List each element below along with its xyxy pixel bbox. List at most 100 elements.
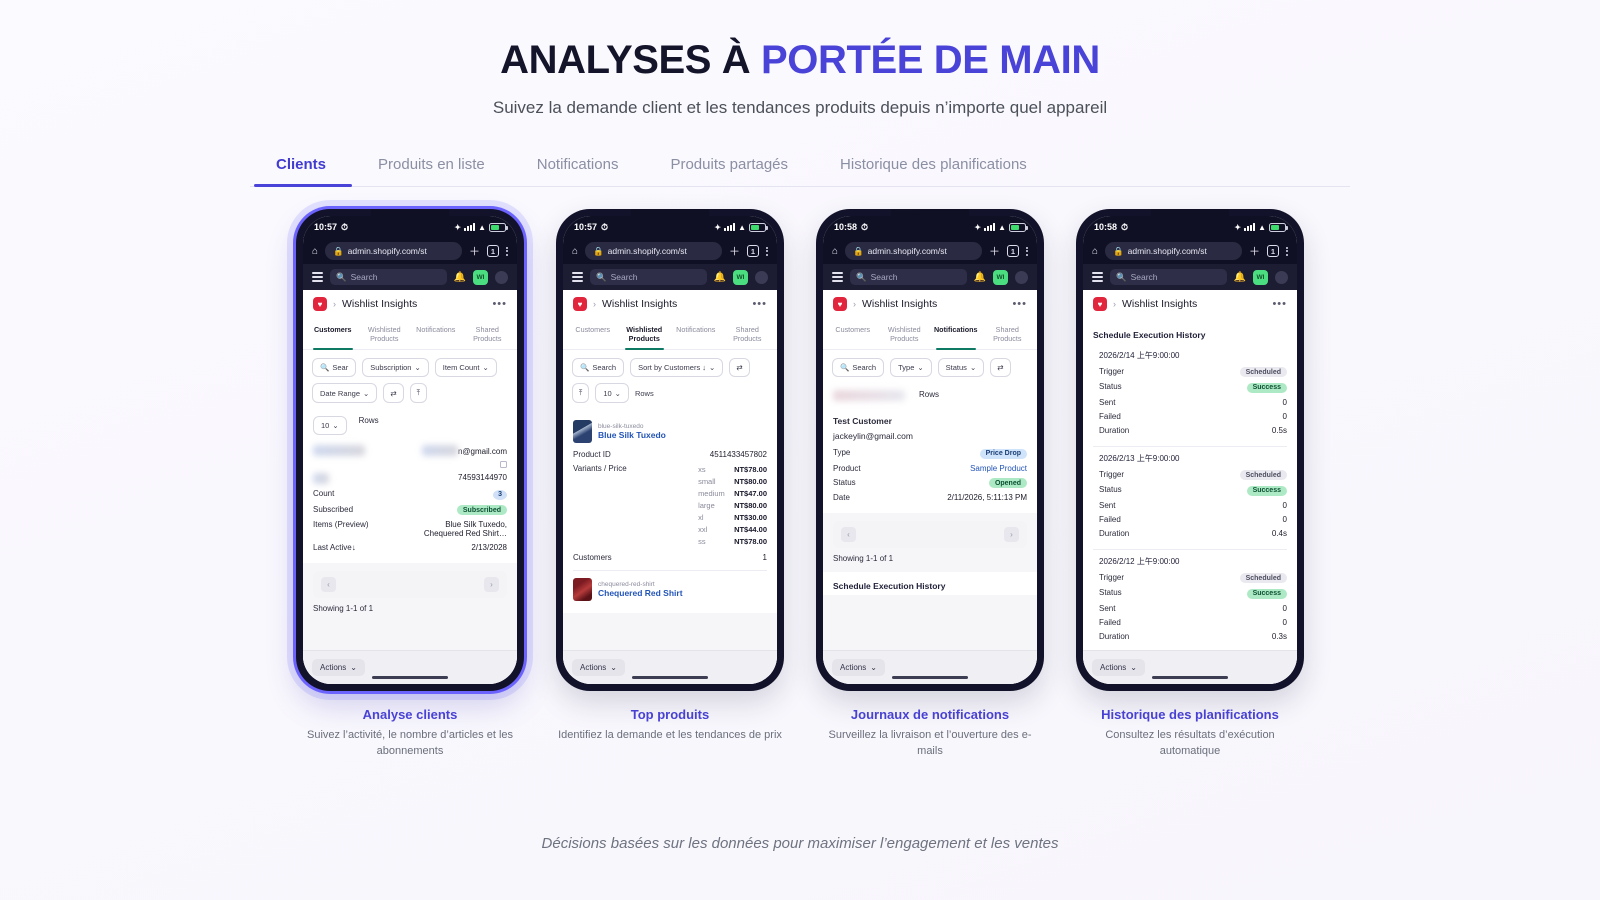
tab-notifications[interactable]: Notifications xyxy=(536,156,619,173)
item-count-filter[interactable]: Item Count ⌄ xyxy=(434,358,497,377)
export-button[interactable]: ⤒ xyxy=(409,383,427,403)
product-link[interactable]: Sample Product xyxy=(970,463,1027,473)
bell-icon[interactable]: 🔔 xyxy=(973,271,986,283)
tab-produits-en-liste[interactable]: Produits en liste xyxy=(378,156,485,173)
search-input[interactable]: 🔍 Search xyxy=(590,269,707,285)
new-tab-icon[interactable]: ＋ xyxy=(469,246,480,258)
secondary-avatar[interactable] xyxy=(495,270,508,284)
avatar[interactable]: WI xyxy=(993,269,1008,285)
inner-tab-notifications[interactable]: Notifications xyxy=(676,325,716,334)
browser-menu-icon[interactable] xyxy=(766,246,768,256)
phone-mockup-journaux-notifications[interactable]: 10:58 ⏱ ✦ ▲ ⌂ 🔒 admin.shopify.com/st xyxy=(816,209,1044,691)
search-input[interactable]: 🔍 Search xyxy=(850,269,967,285)
app-menu-icon[interactable]: ••• xyxy=(1012,298,1027,310)
tab-count-icon[interactable]: 1 xyxy=(1267,245,1279,257)
bell-icon[interactable]: 🔔 xyxy=(713,271,726,283)
new-tab-icon[interactable]: ＋ xyxy=(729,246,740,258)
product-header[interactable]: blue-silk-tuxedo Blue Silk Tuxedo xyxy=(573,413,767,447)
next-page-button[interactable]: › xyxy=(484,576,499,592)
inner-tab-customers[interactable]: Customers xyxy=(835,325,871,334)
product-header[interactable]: chequered-red-shirt Chequered Red Shirt xyxy=(573,571,767,605)
address-bar[interactable]: 🔒 admin.shopify.com/st xyxy=(1105,242,1242,260)
inner-tab-wishlisted-products[interactable]: Wishlisted Products xyxy=(618,318,670,350)
new-tab-icon[interactable]: ＋ xyxy=(989,246,1000,258)
actions-button[interactable]: Actions ⌄ xyxy=(1092,659,1145,676)
menu-icon[interactable] xyxy=(832,272,843,282)
bell-icon[interactable]: 🔔 xyxy=(453,271,466,283)
refresh-button[interactable]: ⇄ xyxy=(729,358,750,377)
checkbox-icon[interactable] xyxy=(500,461,507,468)
product-name-link[interactable]: Blue Silk Tuxedo xyxy=(598,430,666,440)
search-filter[interactable]: 🔍 Search xyxy=(832,358,885,377)
prev-page-button[interactable]: ‹ xyxy=(841,526,856,542)
phone-mockup-analyse-clients[interactable]: 10:57 ⏱ ✦ ▲ ⌂ 🔒 admin.shopify.com/st xyxy=(296,209,524,691)
browser-menu-icon[interactable] xyxy=(1286,246,1288,256)
sort-by-filter[interactable]: Sort by Customers ↓ ⌄ xyxy=(630,358,724,377)
tab-count-icon[interactable]: 1 xyxy=(747,245,759,257)
customer-select-row xyxy=(313,459,507,471)
address-bar[interactable]: 🔒 admin.shopify.com/st xyxy=(325,242,462,260)
home-icon[interactable]: ⌂ xyxy=(572,245,579,257)
next-page-button[interactable]: › xyxy=(1004,526,1019,542)
rows-per-page-selector[interactable]: 10 ⌄ xyxy=(313,415,347,435)
menu-icon[interactable] xyxy=(1092,272,1103,282)
refresh-button[interactable]: ⇄ xyxy=(383,383,404,403)
last-active-row: Last Active↓ 2/13/2028 xyxy=(313,541,507,555)
bell-icon[interactable]: 🔔 xyxy=(1233,271,1246,283)
phone-mockup-historique-planifications[interactable]: 10:58 ⏱ ✦ ▲ ⌂ 🔒 admin.shopify.com/st xyxy=(1076,209,1304,691)
type-filter[interactable]: Type ⌄ xyxy=(890,358,932,377)
home-icon[interactable]: ⌂ xyxy=(1092,245,1099,257)
avatar[interactable]: WI xyxy=(1253,269,1268,285)
phone-mockup-top-produits[interactable]: 10:57 ⏱ ✦ ▲ ⌂ 🔒 admin.shopify.com/st xyxy=(556,209,784,691)
page-title: ANALYSES À PORTÉE DE MAIN xyxy=(0,38,1600,82)
date-range-filter[interactable]: Date Range ⌄ xyxy=(312,383,378,403)
app-menu-icon[interactable]: ••• xyxy=(1272,298,1287,310)
browser-menu-icon[interactable] xyxy=(506,246,508,256)
actions-button[interactable]: Actions ⌄ xyxy=(312,659,365,676)
tab-historique-des-planifications[interactable]: Historique des planifications xyxy=(840,156,1027,173)
search-input[interactable]: 🔍 Search xyxy=(1110,269,1227,285)
address-bar[interactable]: 🔒 admin.shopify.com/st xyxy=(585,242,722,260)
avatar[interactable]: WI xyxy=(733,269,748,285)
avatar[interactable]: WI xyxy=(473,269,488,285)
secondary-avatar[interactable] xyxy=(1275,270,1288,284)
browser-menu-icon[interactable] xyxy=(1026,246,1028,256)
secondary-avatar[interactable] xyxy=(755,270,768,284)
inner-tab-wishlisted-products[interactable]: Wishlisted Products xyxy=(367,325,401,343)
search-filter[interactable]: 🔍 Search xyxy=(572,358,625,377)
new-tab-icon[interactable]: ＋ xyxy=(1249,246,1260,258)
tab-count-icon[interactable]: 1 xyxy=(1007,245,1019,257)
tab-count-icon[interactable]: 1 xyxy=(487,245,499,257)
export-button[interactable]: ⤒ xyxy=(572,383,590,403)
inner-tab-customers[interactable]: Customers xyxy=(575,325,611,334)
product-name-link[interactable]: Chequered Red Shirt xyxy=(598,588,683,598)
rows-per-page-value: 10 xyxy=(321,420,330,430)
inner-tab-shared-products[interactable]: Shared Products xyxy=(473,325,502,343)
rows-per-page-selector[interactable]: 10 ⌄ xyxy=(595,383,629,403)
phone-notch xyxy=(631,209,709,226)
inner-tab-notifications[interactable]: Notifications xyxy=(930,318,982,350)
app-menu-icon[interactable]: ••• xyxy=(492,298,507,310)
refresh-button[interactable]: ⇄ xyxy=(990,358,1011,377)
menu-icon[interactable] xyxy=(572,272,583,282)
search-input[interactable]: 🔍 Search xyxy=(330,269,447,285)
status-filter[interactable]: Status ⌄ xyxy=(937,358,985,377)
app-menu-icon[interactable]: ••• xyxy=(752,298,767,310)
prev-page-button[interactable]: ‹ xyxy=(321,576,336,592)
address-bar[interactable]: 🔒 admin.shopify.com/st xyxy=(845,242,982,260)
inner-tab-notifications[interactable]: Notifications xyxy=(416,325,456,334)
tab-produits-partages[interactable]: Produits partagés xyxy=(670,156,789,173)
inner-tab-wishlisted-products[interactable]: Wishlisted Products xyxy=(887,325,921,343)
inner-tab-shared-products[interactable]: Shared Products xyxy=(733,325,762,343)
inner-tab-shared-products[interactable]: Shared Products xyxy=(993,325,1022,343)
secondary-avatar[interactable] xyxy=(1015,270,1028,284)
inner-tab-customers[interactable]: Customers xyxy=(307,318,359,350)
home-icon[interactable]: ⌂ xyxy=(832,245,839,257)
actions-button[interactable]: Actions ⌄ xyxy=(572,659,625,676)
menu-icon[interactable] xyxy=(312,272,323,282)
subscription-filter[interactable]: Subscription ⌄ xyxy=(362,358,429,377)
home-icon[interactable]: ⌂ xyxy=(312,245,319,257)
actions-button[interactable]: Actions ⌄ xyxy=(832,659,885,676)
search-filter[interactable]: 🔍 Sear xyxy=(312,358,357,377)
tab-clients[interactable]: Clients xyxy=(254,148,353,187)
